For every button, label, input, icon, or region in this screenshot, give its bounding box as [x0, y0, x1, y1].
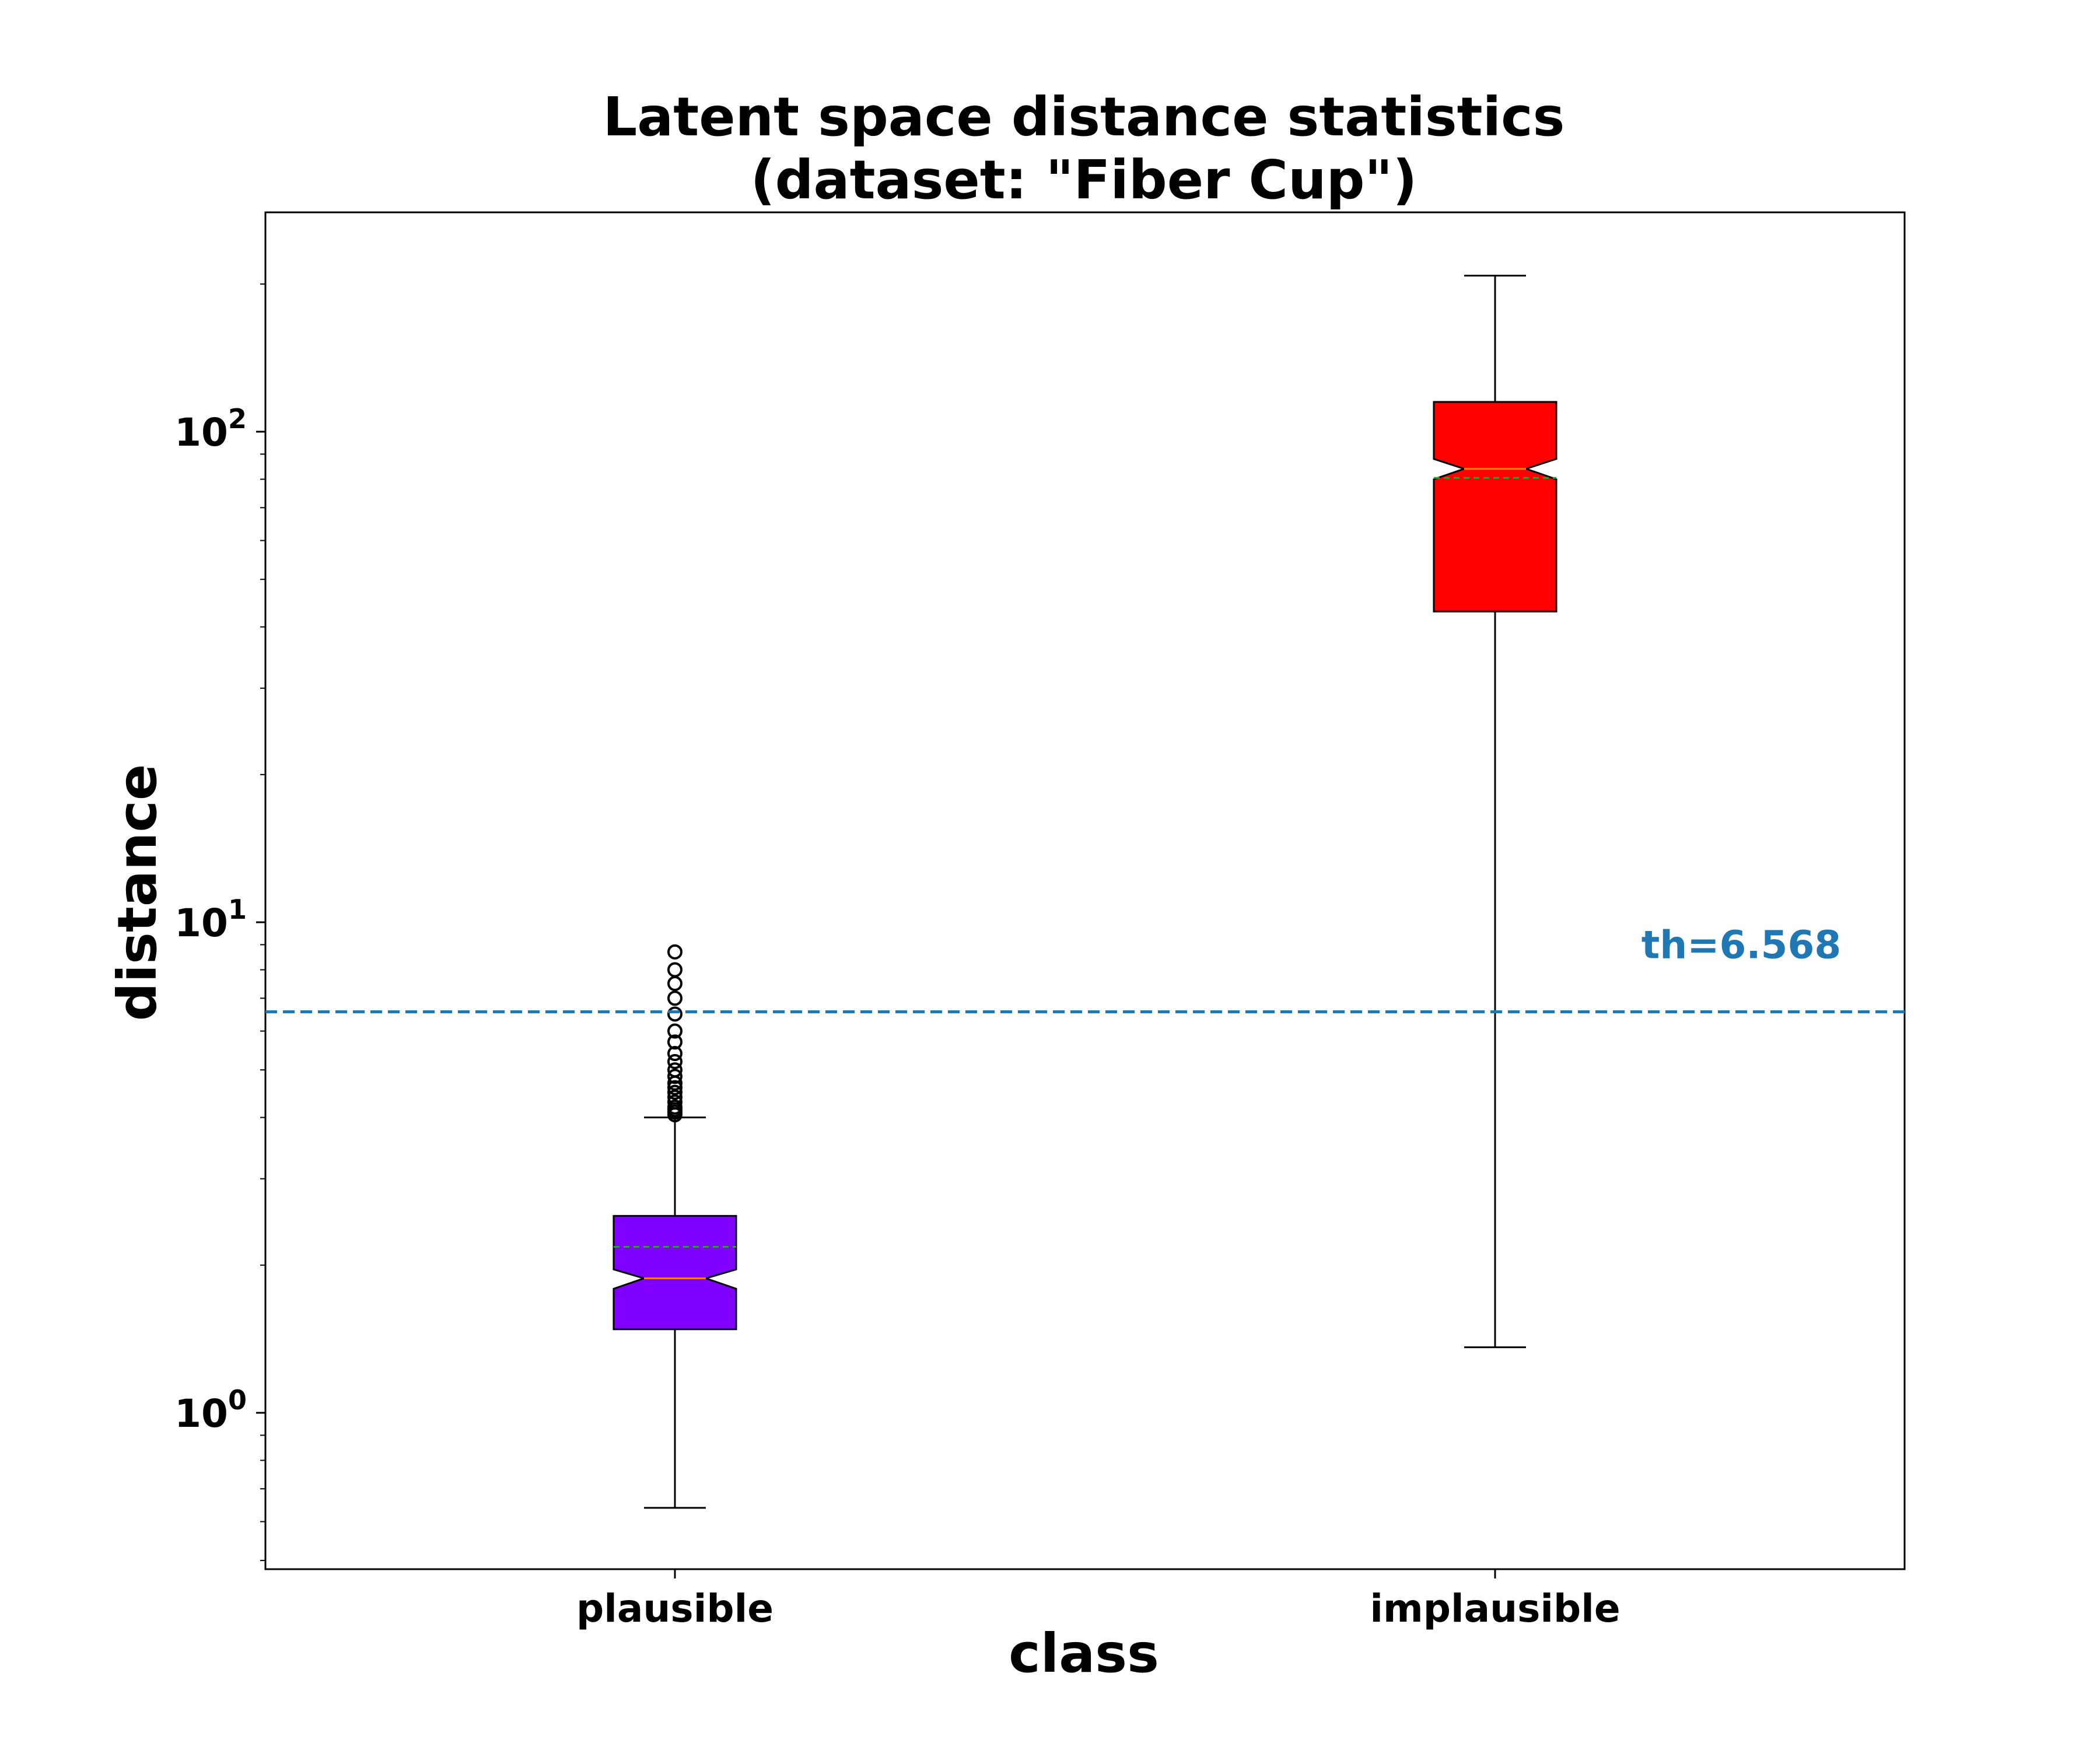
- outlier-point-plausible-4: [667, 1094, 682, 1110]
- outlier-point-plausible-15: [667, 1006, 682, 1022]
- box-plausible: [612, 944, 737, 1509]
- box-body-plausible: [612, 1214, 737, 1331]
- y-tick-exponent-2: 2: [228, 403, 247, 435]
- threshold-label: th=6.568: [1642, 923, 1842, 968]
- outlier-point-plausible-17: [667, 976, 682, 992]
- x-tick-label-implausible: implausible: [1370, 1586, 1620, 1631]
- plot-frame: [264, 211, 1906, 1570]
- x-axis-label: class: [1009, 1622, 1159, 1685]
- y-tick-label-0: 100: [174, 1384, 247, 1436]
- chart-title-line-2: (dataset: "Fiber Cup"): [751, 149, 1418, 211]
- x-tick-label-plausible: plausible: [576, 1586, 774, 1631]
- outlier-point-plausible-18: [667, 962, 682, 978]
- y-tick-label-2: 102: [174, 403, 247, 455]
- outlier-point-plausible-9: [667, 1069, 682, 1084]
- outlier-point-plausible-5: [667, 1089, 682, 1105]
- y-tick-exponent-0: 0: [228, 1384, 247, 1416]
- y-tick-label-1: 101: [174, 894, 247, 946]
- outlier-point-plausible-14: [667, 1023, 682, 1039]
- box-implausible: [1433, 275, 1558, 1349]
- y-axis-label: distance: [106, 764, 169, 1021]
- box-body-implausible: [1433, 401, 1558, 612]
- outlier-point-plausible-10: [667, 1062, 682, 1078]
- outlier-point-plausible-11: [667, 1054, 682, 1069]
- outlier-point-plausible-13: [667, 1034, 682, 1050]
- chart-title-line-1: Latent space distance statistics: [603, 86, 1565, 148]
- outlier-point-plausible-3: [667, 1099, 682, 1115]
- outlier-point-plausible-7: [667, 1080, 682, 1096]
- outlier-point-plausible-16: [667, 991, 682, 1006]
- y-tick-exponent-1: 1: [228, 894, 247, 925]
- outlier-point-plausible-12: [667, 1046, 682, 1062]
- outlier-point-plausible-19: [667, 944, 682, 960]
- outlier-point-plausible-6: [667, 1084, 682, 1100]
